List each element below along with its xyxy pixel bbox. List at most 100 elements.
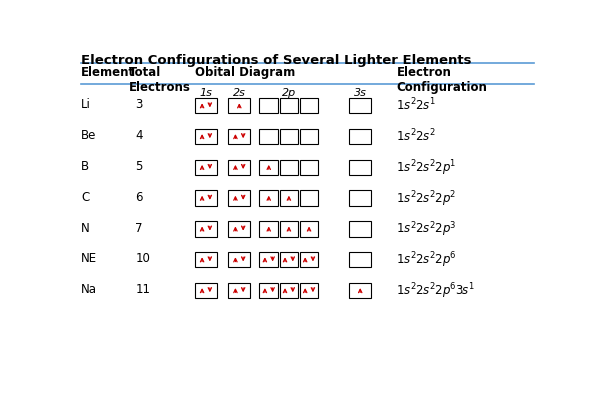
Text: s: s	[423, 253, 429, 266]
Text: p: p	[442, 161, 449, 174]
Text: 2: 2	[410, 159, 416, 168]
Text: Element: Element	[81, 66, 136, 79]
Bar	[280, 221, 298, 237]
Text: s: s	[423, 130, 429, 143]
Bar	[229, 98, 250, 114]
Text: 2: 2	[429, 252, 434, 260]
Bar	[259, 283, 278, 298]
Bar	[259, 252, 278, 268]
Bar	[195, 129, 217, 144]
Text: C: C	[81, 191, 89, 204]
Text: s: s	[404, 253, 410, 266]
Bar	[195, 252, 217, 268]
Bar	[349, 283, 371, 298]
Text: 1: 1	[468, 282, 473, 291]
Bar	[300, 160, 319, 175]
Bar	[300, 252, 319, 268]
Text: 3: 3	[449, 221, 455, 230]
Bar	[229, 190, 250, 206]
Text: s: s	[423, 99, 429, 112]
Bar	[280, 129, 298, 144]
Text: 2: 2	[410, 221, 416, 230]
Bar	[280, 252, 298, 268]
Bar	[259, 160, 278, 175]
Text: N: N	[81, 222, 90, 235]
Text: 2s: 2s	[233, 88, 246, 98]
Text: Total
Electrons: Total Electrons	[129, 66, 191, 94]
Text: s: s	[423, 192, 429, 205]
Text: s: s	[404, 284, 410, 297]
Bar	[349, 190, 371, 206]
Text: 3: 3	[136, 98, 143, 112]
Text: 1: 1	[397, 284, 404, 297]
Text: Na: Na	[81, 283, 97, 296]
Text: 2: 2	[410, 190, 416, 199]
Text: s: s	[423, 222, 429, 236]
Text: 2: 2	[416, 99, 423, 112]
Text: 2: 2	[429, 221, 434, 230]
Bar	[300, 190, 319, 206]
Bar	[349, 252, 371, 268]
Bar	[195, 221, 217, 237]
Text: 4: 4	[136, 129, 143, 142]
Bar	[349, 129, 371, 144]
Text: 2: 2	[410, 252, 416, 260]
Bar	[300, 98, 319, 114]
Text: 2: 2	[410, 128, 416, 137]
Text: 11: 11	[136, 283, 151, 296]
Bar	[259, 129, 278, 144]
Text: 2: 2	[410, 98, 416, 106]
Text: 1: 1	[429, 98, 434, 106]
Bar	[229, 283, 250, 298]
Text: 2: 2	[416, 284, 423, 297]
Text: NE: NE	[81, 252, 97, 266]
Bar	[300, 129, 319, 144]
Text: p: p	[442, 253, 449, 266]
Bar	[195, 190, 217, 206]
Text: 10: 10	[136, 252, 151, 266]
Text: s: s	[404, 99, 410, 112]
Text: 2: 2	[416, 130, 423, 143]
Text: s: s	[423, 284, 429, 297]
Bar	[300, 221, 319, 237]
Text: 2: 2	[410, 282, 416, 291]
Text: 7: 7	[136, 222, 143, 235]
Bar	[349, 98, 371, 114]
Text: 5: 5	[136, 160, 143, 173]
Text: Li: Li	[81, 98, 91, 112]
Bar	[259, 221, 278, 237]
Bar	[195, 283, 217, 298]
Text: 2: 2	[434, 161, 442, 174]
Bar	[280, 160, 298, 175]
Text: 2p: 2p	[282, 88, 296, 98]
Text: 2: 2	[416, 253, 423, 266]
Text: s: s	[404, 222, 410, 236]
Text: 1s: 1s	[200, 88, 212, 98]
Bar	[349, 221, 371, 237]
Text: 2: 2	[429, 159, 434, 168]
Text: p: p	[442, 222, 449, 236]
Text: Electron Configurations of Several Lighter Elements: Electron Configurations of Several Light…	[81, 54, 472, 67]
Bar	[229, 252, 250, 268]
Bar	[195, 160, 217, 175]
Bar	[259, 190, 278, 206]
Bar	[300, 283, 319, 298]
Text: 1: 1	[397, 192, 404, 205]
Text: 1: 1	[397, 99, 404, 112]
Text: 3: 3	[455, 284, 462, 297]
Text: 3s: 3s	[354, 88, 367, 98]
Text: 1: 1	[449, 159, 455, 168]
Text: 2: 2	[434, 253, 442, 266]
Text: s: s	[404, 130, 410, 143]
Text: Obital Diagram: Obital Diagram	[195, 66, 295, 79]
Text: 6: 6	[449, 282, 455, 291]
Bar	[280, 283, 298, 298]
Text: 2: 2	[434, 192, 442, 205]
Bar	[280, 190, 298, 206]
Text: B: B	[81, 160, 89, 173]
Text: 6: 6	[449, 252, 455, 260]
Text: 2: 2	[416, 192, 423, 205]
Text: 6: 6	[136, 191, 143, 204]
Text: 1: 1	[397, 161, 404, 174]
Text: s: s	[404, 161, 410, 174]
